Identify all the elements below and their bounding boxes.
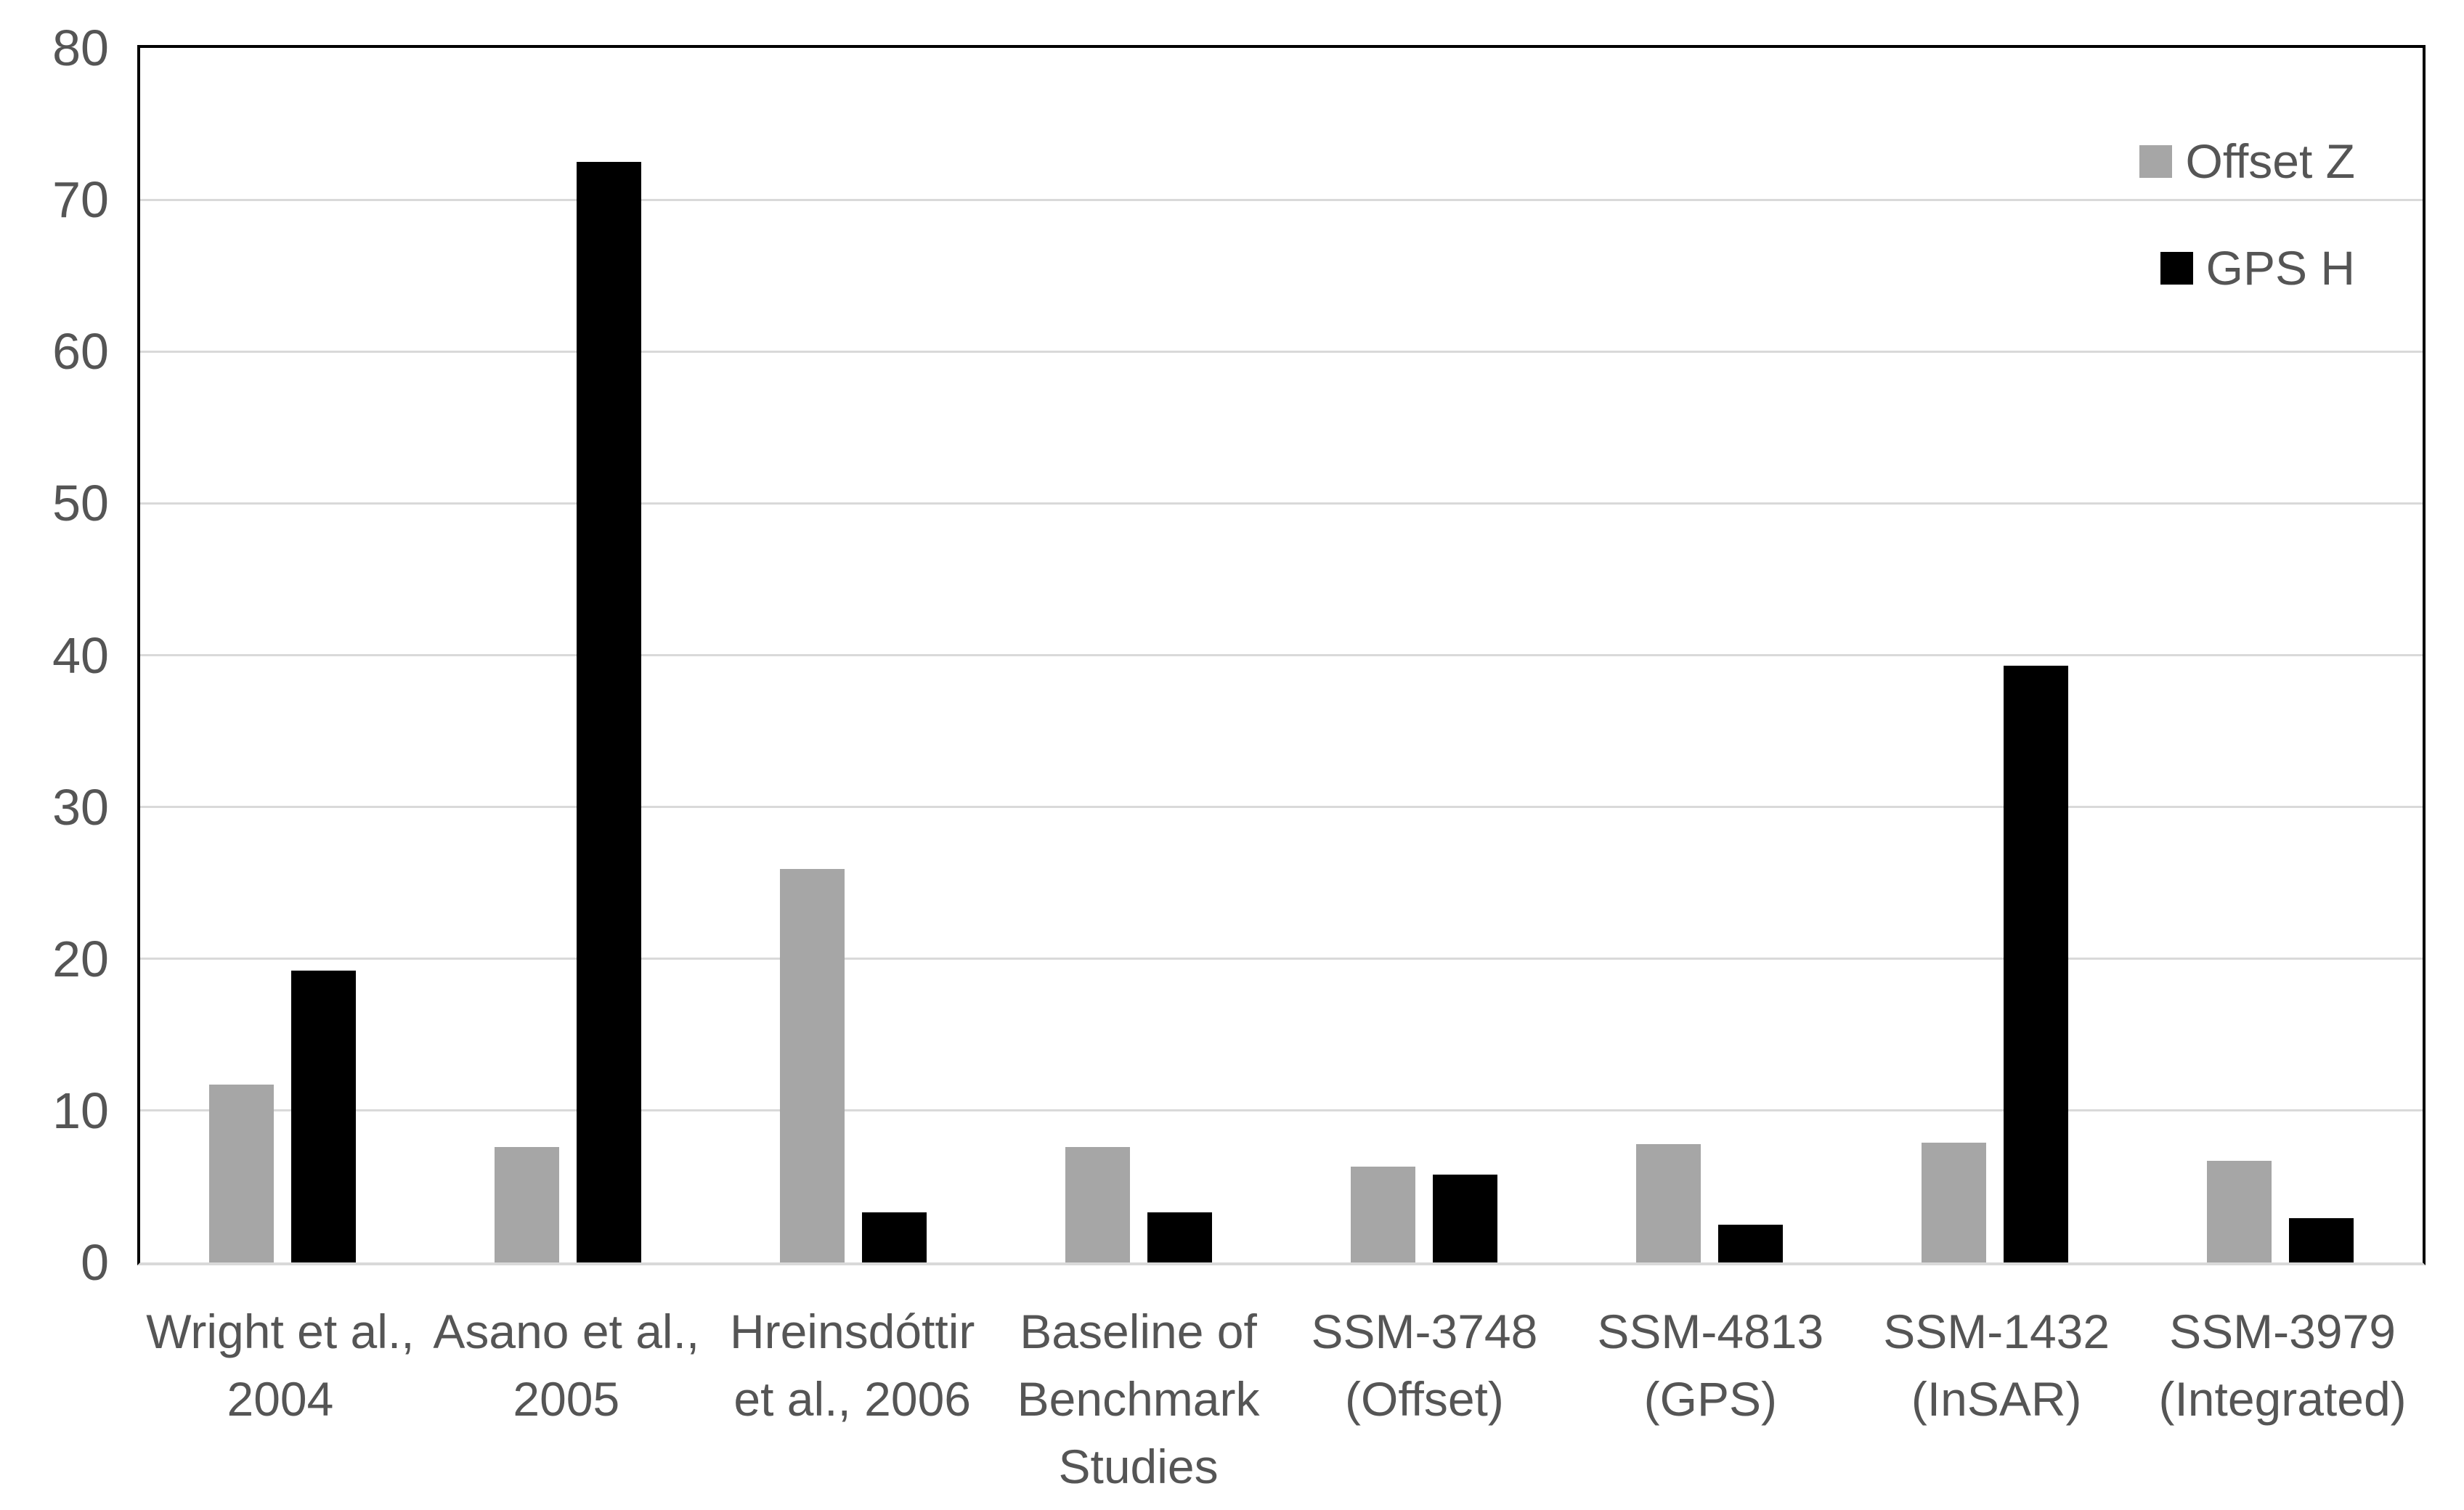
category-label: Wright et al., 2004 (146, 1305, 415, 1426)
category-label: Baseline of Benchmark Studies (1017, 1305, 1260, 1493)
category-label: SSM-1432 (InSAR) (1883, 1305, 2110, 1426)
bar-offset-z (495, 1147, 560, 1262)
gridline-40 (140, 654, 2423, 656)
category-label: SSM-4813 (GPS) (1597, 1305, 1824, 1426)
bar-offset-z (1635, 1143, 1701, 1262)
y-tick-label: 0 (81, 1234, 109, 1291)
legend-item-offset-z: Offset Z (2139, 134, 2355, 188)
bar-gps-h (1717, 1224, 1783, 1262)
bar-gps-h (1432, 1174, 1497, 1262)
y-tick-label: 20 (52, 930, 109, 987)
y-tick-label: 80 (52, 20, 109, 76)
bar-group (1282, 48, 1567, 1262)
bar-group (426, 48, 711, 1262)
category-label: SSM-3748 (Offset) (1311, 1305, 1538, 1426)
gridline-30 (140, 806, 2423, 809)
gridline-50 (140, 502, 2423, 505)
legend: Offset Z GPS H (2139, 134, 2355, 348)
bar-group (711, 48, 996, 1262)
gridline-60 (140, 350, 2423, 353)
bar-groups (140, 48, 2423, 1262)
y-tick-label: 30 (52, 778, 109, 836)
gridline-70 (140, 198, 2423, 201)
bar-gps-h (577, 161, 642, 1262)
bar-group (140, 48, 426, 1262)
bar-gps-h (2288, 1218, 2354, 1262)
legend-label: GPS H (2205, 241, 2355, 295)
category-label: Asano et al., 2005 (433, 1305, 700, 1426)
bar-group (1852, 48, 2137, 1262)
bar-offset-z (1065, 1147, 1131, 1262)
y-tick-label: 40 (52, 627, 109, 684)
gridline-20 (140, 958, 2423, 960)
legend-label: Offset Z (2185, 134, 2355, 188)
bar-gps-h (1147, 1212, 1213, 1262)
bar-gps-h (291, 971, 357, 1262)
bar-gps-h (2003, 666, 2068, 1262)
y-tick-label: 70 (52, 171, 109, 229)
bar-offset-z (1921, 1142, 1986, 1262)
category-label: SSM-3979 (Integrated) (2158, 1305, 2407, 1426)
y-tick-label: 50 (52, 475, 109, 532)
y-tick-label: 60 (52, 323, 109, 380)
bar-offset-z (780, 869, 845, 1262)
category-label: Hreinsdóttir et al., 2006 (729, 1305, 975, 1426)
bar-gps-h (862, 1212, 927, 1262)
y-axis: 0 10 20 30 40 50 60 70 80 (0, 22, 109, 1289)
bar-offset-z (209, 1085, 275, 1262)
bar-group (1566, 48, 1852, 1262)
gridline-10 (140, 1109, 2423, 1112)
legend-item-gps-h: GPS H (2139, 241, 2355, 295)
x-axis: Wright et al., 2004 Asano et al., 2005 Hre… (137, 1298, 2426, 1501)
bar-offset-z (1350, 1167, 1415, 1262)
bar-group (2137, 48, 2423, 1262)
y-tick-label: 10 (52, 1082, 109, 1139)
bar-group (996, 48, 1282, 1262)
plot-area: Offset Z GPS H (137, 45, 2426, 1265)
bar-offset-z (2206, 1160, 2272, 1262)
gps-h-swatch-icon (2160, 251, 2193, 285)
offset-z-swatch-icon (2139, 144, 2173, 178)
